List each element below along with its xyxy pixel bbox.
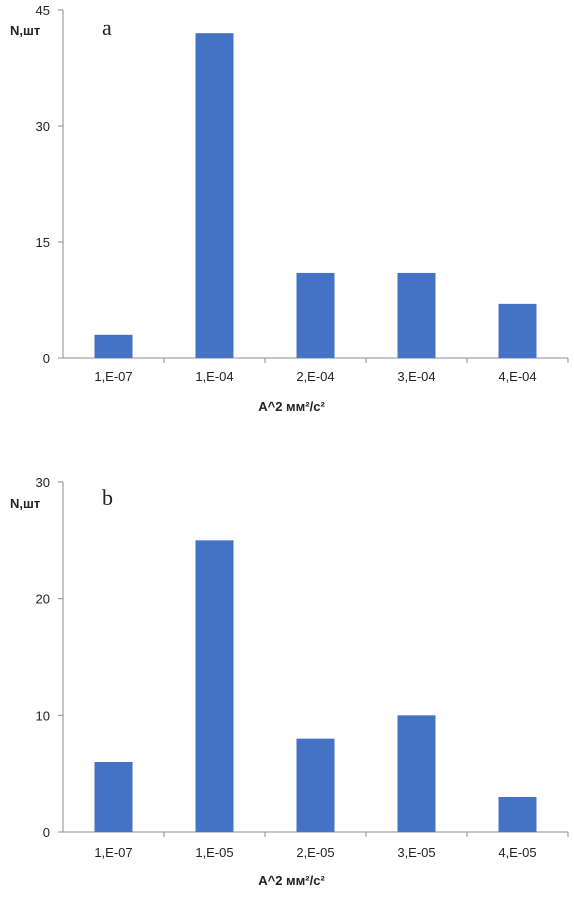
chart2-bar-1 [94,762,133,832]
chart2-x-tick-label: 1,E-07 [94,845,132,860]
chart1-bar-4 [397,272,436,358]
chart2-y-tick-label: 30 [36,475,50,490]
chart1-y-tick-label: 45 [36,3,50,18]
chart2-x-tick-label: 2,E-05 [296,845,334,860]
chart2-x-tick-label: 4,E-05 [498,845,536,860]
chart1-bar-1 [94,334,133,358]
chart1-x-tick-label: 4,E-04 [498,369,536,384]
chart-panel-a: 0 15 30 45 1,E-07 1,E-04 2,E-04 3,E-04 4,E-04 N,ш… [10,3,569,414]
chart2-bar-5 [498,797,537,832]
chart2-y-axis-title: N,шт [10,496,40,511]
chart2-bar-2 [195,540,234,832]
chart2-y-tick-label: 0 [43,825,50,840]
chart2-x-tick-label: 1,E-05 [195,845,233,860]
chart2-x-axis-title: A^2 мм²/с² [258,873,325,888]
chart1-x-tick-label: 1,E-07 [94,369,132,384]
chart1-x-tick-label: 1,E-04 [195,369,233,384]
chart1-y-tick-label: 0 [43,351,50,366]
chart1-bar-3 [296,272,335,358]
chart2-bar-3 [296,738,335,832]
chart1-y-tick-label: 30 [36,119,50,134]
chart1-x-tick-label: 3,E-04 [397,369,435,384]
chart2-x-tick-label: 3,E-05 [397,845,435,860]
chart2-panel-letter: b [102,485,113,510]
chart2-y-tick-label: 10 [36,708,50,723]
chart2-bar-4 [397,715,436,832]
chart2-y-tick-label: 20 [36,592,50,607]
chart1-y-axis-title: N,шт [10,23,40,38]
chart1-x-tick-label: 2,E-04 [296,369,334,384]
chart1-panel-letter: a [102,15,112,40]
chart1-bar-2 [195,33,234,358]
chart-panel-b: 0 10 20 30 1,E-07 1,E-05 2,E-05 3,E-05 4,E-05 N,ш… [10,475,569,888]
chart1-bar-5 [498,303,537,358]
chart1-x-axis-title: A^2 мм²/с² [258,399,325,414]
chart1-y-tick-label: 15 [36,235,50,250]
